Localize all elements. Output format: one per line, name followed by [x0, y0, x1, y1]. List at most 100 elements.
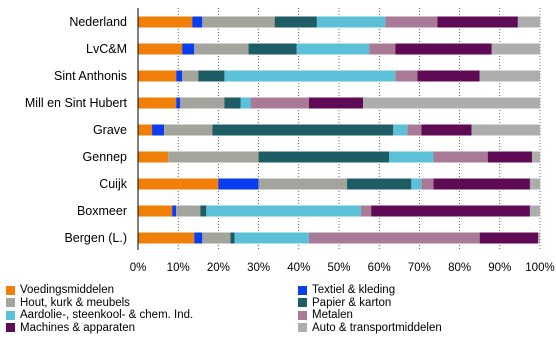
- bar-segment: [176, 70, 183, 82]
- category-label: Grave: [93, 123, 127, 137]
- bar-segment: [138, 205, 173, 217]
- bar-segment: [230, 232, 235, 244]
- x-tick-label: 100%: [525, 262, 554, 274]
- bar-segment: [487, 151, 532, 163]
- bar-segment: [393, 124, 408, 136]
- bar-segment: [138, 70, 177, 82]
- bar-segment: [529, 178, 540, 190]
- bar-segment: [407, 124, 422, 136]
- bar-segment: [138, 43, 183, 55]
- bar-segment: [479, 70, 540, 82]
- bar-segment: [433, 151, 488, 163]
- bar-segment: [194, 43, 249, 55]
- bar-segment: [395, 70, 418, 82]
- category-label: Mill en Sint Hubert: [25, 96, 128, 110]
- x-tick-label: 20%: [207, 262, 230, 274]
- category-label: Cuijk: [99, 177, 128, 191]
- category-label: Bergen (L.): [64, 231, 127, 245]
- bar-segment: [537, 232, 540, 244]
- bar-segment: [421, 178, 434, 190]
- x-tick-label: 0%: [130, 262, 147, 274]
- bar-segment: [202, 232, 231, 244]
- legend-item: Auto & transportmiddelen: [298, 322, 442, 334]
- bar-segment: [164, 124, 213, 136]
- legend-label: Auto & transportmiddelen: [312, 321, 442, 334]
- legend-label: Machines & apparaten: [20, 321, 136, 334]
- legend-label: Voedingsmiddelen: [20, 284, 114, 296]
- x-tick-labels: 0% 10% 20% 30% 40% 50% 60% 70% 80% 90% 100%: [130, 262, 555, 274]
- bar-segment: [176, 205, 201, 217]
- x-tick-label: 90%: [488, 262, 511, 274]
- x-tick-label: 50%: [327, 262, 350, 274]
- bar-segment: [224, 97, 241, 109]
- bar-segment: [172, 205, 177, 217]
- legend-item: Textiel & kleding: [298, 284, 395, 296]
- category-label: Nederland: [69, 15, 127, 29]
- bar-segment: [385, 16, 438, 28]
- legend-item: Papier & karton: [298, 297, 391, 309]
- bar-segment: [361, 205, 372, 217]
- legend-item: Voedingsmiddelen: [6, 284, 114, 296]
- bar-segment: [206, 205, 362, 217]
- bar-segment: [421, 124, 472, 136]
- bar-segment: [138, 232, 195, 244]
- category-label: Boxmeer: [77, 204, 127, 218]
- bar-segment: [176, 97, 181, 109]
- bar-segment: [363, 97, 540, 109]
- bar-segment: [433, 178, 530, 190]
- legend-swatch: [298, 285, 307, 295]
- bar-segment: [180, 97, 225, 109]
- bar-segment: [194, 232, 203, 244]
- bar-segment: [234, 232, 309, 244]
- category-label: Gennep: [83, 150, 128, 164]
- legend-item: Machines & apparaten: [6, 322, 135, 334]
- bars: [138, 16, 540, 244]
- bar-segment: [138, 124, 153, 136]
- legend-swatch: [298, 310, 307, 320]
- bar-segment: [347, 178, 412, 190]
- x-tick-label: 80%: [448, 262, 471, 274]
- legend-swatch: [6, 298, 15, 307]
- legend-item: Hout, kurk & meubels: [6, 297, 130, 309]
- legend-item: Metalen: [298, 309, 353, 321]
- bar-segment: [138, 97, 177, 109]
- bar-segment: [274, 16, 317, 28]
- bar-segment: [152, 124, 165, 136]
- bar-segment: [479, 232, 538, 244]
- x-tick-label: 60%: [368, 262, 391, 274]
- bar-segment: [224, 70, 396, 82]
- legend-label: Textiel & kleding: [312, 284, 396, 296]
- bar-segment: [395, 43, 492, 55]
- legend-swatch: [6, 285, 15, 295]
- bar-segment: [491, 43, 540, 55]
- bar-segment: [529, 205, 540, 217]
- x-tick-label: 10%: [167, 262, 190, 274]
- bar-segment: [417, 70, 480, 82]
- x-tick-label: 70%: [408, 262, 431, 274]
- category-label: Sint Anthonis: [54, 69, 127, 83]
- bar-segment: [192, 16, 203, 28]
- x-tick-label: 40%: [287, 262, 310, 274]
- legend-label: Aardolie-, steenkool- & chem. Ind.: [20, 309, 194, 321]
- bar-segment: [182, 43, 195, 55]
- bar-segment: [250, 97, 309, 109]
- bar-segment: [371, 205, 530, 217]
- bar-segment: [168, 151, 259, 163]
- legend-label: Papier & karton: [312, 296, 392, 309]
- bar-segment: [308, 232, 480, 244]
- x-tick-label: 30%: [247, 262, 270, 274]
- bar-segment: [316, 16, 386, 28]
- category-labels: Nederland LvC&M Sint Anthonis Mill en Sint …: [25, 15, 128, 245]
- bar-segment: [437, 16, 518, 28]
- bar-segment: [198, 70, 225, 82]
- bar-segment: [471, 124, 540, 136]
- bar-segment: [308, 97, 364, 109]
- bar-segment: [240, 97, 251, 109]
- bar-segment: [212, 124, 394, 136]
- legend-swatch: [6, 310, 15, 320]
- legend-swatch: [6, 323, 15, 332]
- bar-segment: [258, 178, 348, 190]
- bar-segment: [182, 70, 199, 82]
- bar-segment: [202, 16, 275, 28]
